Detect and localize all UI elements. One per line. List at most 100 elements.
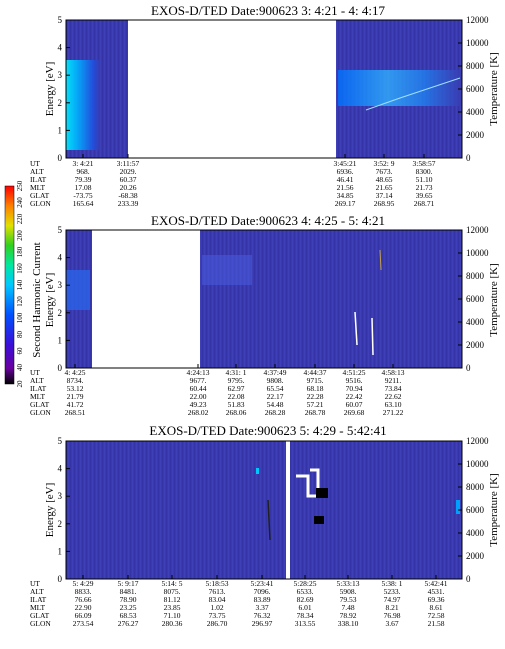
ephemeris-value: 8.21 xyxy=(385,603,398,612)
ephemeris-value: 46.41 xyxy=(337,175,354,184)
ephemeris-value: 268.06 xyxy=(226,408,247,417)
energy-tick-label: 5 xyxy=(58,225,63,235)
ephemeris-value: 21.79 xyxy=(67,392,84,401)
ephemeris-value: 76.98 xyxy=(384,611,401,620)
temperature-tick-label: 2000 xyxy=(466,551,485,561)
ephemeris-value: 6.01 xyxy=(298,603,311,612)
temperature-tick-label: 12000 xyxy=(466,225,489,235)
ephemeris-value: 3.67 xyxy=(385,619,398,628)
temperature-tick-label: 6000 xyxy=(466,505,485,515)
ephemeris-value: 3.37 xyxy=(255,603,268,612)
ephemeris-value: 22.62 xyxy=(385,392,402,401)
ephemeris-row-label: GLON xyxy=(30,199,51,208)
energy-tick-label: 1 xyxy=(58,335,63,345)
panel2-title: EXOS-D/TED Date:900623 4: 4:25 - 5: 4:21 xyxy=(151,213,385,228)
ephemeris-value: 268.78 xyxy=(305,408,326,417)
ephemeris-value: 276.27 xyxy=(118,619,139,628)
ephemeris-value: 233.39 xyxy=(118,199,139,208)
ephemeris-value: 72.58 xyxy=(428,611,445,620)
ephemeris-value: 83.89 xyxy=(254,595,271,604)
ephemeris-value: 82.69 xyxy=(297,595,314,604)
ephemeris-value: 60.44 xyxy=(190,384,207,393)
ephemeris-row-label: UT xyxy=(30,579,40,588)
panel1-data-gap xyxy=(128,20,336,158)
ephemeris-value: 2029. xyxy=(120,167,137,176)
ephemeris-value: 8.61 xyxy=(429,603,442,612)
temperature-tick-label: 10000 xyxy=(466,459,489,469)
ephemeris-value: 22.08 xyxy=(228,392,245,401)
ephemeris-value: 269.68 xyxy=(344,408,365,417)
ephemeris-value: 5: 4:29 xyxy=(72,579,93,588)
ephemeris-value: 69.36 xyxy=(428,595,445,604)
energy-tick-label: 4 xyxy=(58,43,63,53)
ephemeris-value: 68.53 xyxy=(120,611,137,620)
ephemeris-value: 73.75 xyxy=(209,611,226,620)
temperature-tick-label: 0 xyxy=(466,153,471,163)
ephemeris-value: 8734. xyxy=(67,376,84,385)
ephemeris-value: 8481. xyxy=(120,587,137,596)
ephemeris-value: 21.58 xyxy=(428,619,445,628)
colorbar xyxy=(4,185,15,385)
colorbar-tick-label: 160 xyxy=(16,263,24,274)
ephemeris-value: 78.90 xyxy=(120,595,137,604)
ephemeris-row-label: GLAT xyxy=(30,611,50,620)
panel1-energy-axis: 0 1 2 3 4 5 xyxy=(58,15,70,163)
panel2-diffuse-feature xyxy=(202,255,252,285)
ephemeris-value: 76.66 xyxy=(75,595,92,604)
ephemeris-row-label: MLT xyxy=(30,603,46,612)
ephemeris-value: 74.97 xyxy=(384,595,401,604)
temperature-tick-label: 8000 xyxy=(466,271,485,281)
panel3-energy-axis: 0 1 2 3 4 5 xyxy=(58,436,70,584)
colorbar-tick-label: 220 xyxy=(16,213,24,224)
temperature-tick-label: 2000 xyxy=(466,130,485,140)
ephemeris-value: 4:37:49 xyxy=(264,368,287,377)
ephemeris-value: 22.90 xyxy=(75,603,92,612)
energy-tick-label: 2 xyxy=(58,308,63,318)
ephemeris-value: 54.48 xyxy=(267,400,284,409)
ephemeris-row-label: GLAT xyxy=(30,191,50,200)
ephemeris-value: 53.12 xyxy=(67,384,84,393)
energy-tick-label: 5 xyxy=(58,15,63,25)
panel1-ylabel: Energy [eV] xyxy=(44,62,56,116)
ephemeris-value: 4:51:25 xyxy=(343,368,366,377)
ephemeris-value: 20.26 xyxy=(120,183,137,192)
panel2-low-energy-enhancement xyxy=(66,270,90,310)
panel1-low-energy-enhancement xyxy=(66,60,100,150)
ephemeris-value: 3:11:57 xyxy=(117,159,140,168)
ephemeris-value: 4:24:13 xyxy=(187,368,210,377)
ephemeris-value: 6533. xyxy=(297,587,314,596)
ephemeris-value: 268.28 xyxy=(265,408,286,417)
ephemeris-value: 3:58:57 xyxy=(413,159,436,168)
colorbar-tick-label: 250 xyxy=(16,180,24,191)
energy-tick-label: 0 xyxy=(58,574,63,584)
colorbar-label: Second Harmonic Current xyxy=(31,242,43,357)
panel2-data-gap xyxy=(92,230,200,368)
ephemeris-value: 65.54 xyxy=(267,384,284,393)
energy-tick-label: 2 xyxy=(58,98,63,108)
ephemeris-value: 268.95 xyxy=(374,199,395,208)
ephemeris-value: 5:28:25 xyxy=(294,579,317,588)
ephemeris-row-label: GLAT xyxy=(30,400,50,409)
colorbar-tick-label: 180 xyxy=(16,246,24,257)
panel3-edge-spot xyxy=(456,500,460,514)
ephemeris-value: 8833. xyxy=(75,587,92,596)
temperature-tick-label: 10000 xyxy=(466,248,489,258)
ephemeris-value: 1.02 xyxy=(210,603,223,612)
ephemeris-value: 51.10 xyxy=(416,175,433,184)
ephemeris-row-label: ILAT xyxy=(30,384,47,393)
ephemeris-row-label: GLON xyxy=(30,408,51,417)
ephemeris-value: 9795. xyxy=(228,376,245,385)
ephemeris-value: 4:58:13 xyxy=(382,368,405,377)
energy-tick-label: 5 xyxy=(58,436,63,446)
energy-tick-label: 0 xyxy=(58,363,63,373)
ephemeris-value: 273.54 xyxy=(73,619,94,628)
ephemeris-value: 5: 9:17 xyxy=(117,579,138,588)
ephemeris-value: 3:52: 9 xyxy=(373,159,394,168)
ephemeris-value: 8300. xyxy=(416,167,433,176)
panel1-title: EXOS-D/TED Date:900623 3: 4:21 - 4: 4:17 xyxy=(151,3,385,18)
ephemeris-value: 79.39 xyxy=(75,175,92,184)
ephemeris-value: 83.04 xyxy=(209,595,226,604)
ephemeris-value: 22.00 xyxy=(190,392,207,401)
